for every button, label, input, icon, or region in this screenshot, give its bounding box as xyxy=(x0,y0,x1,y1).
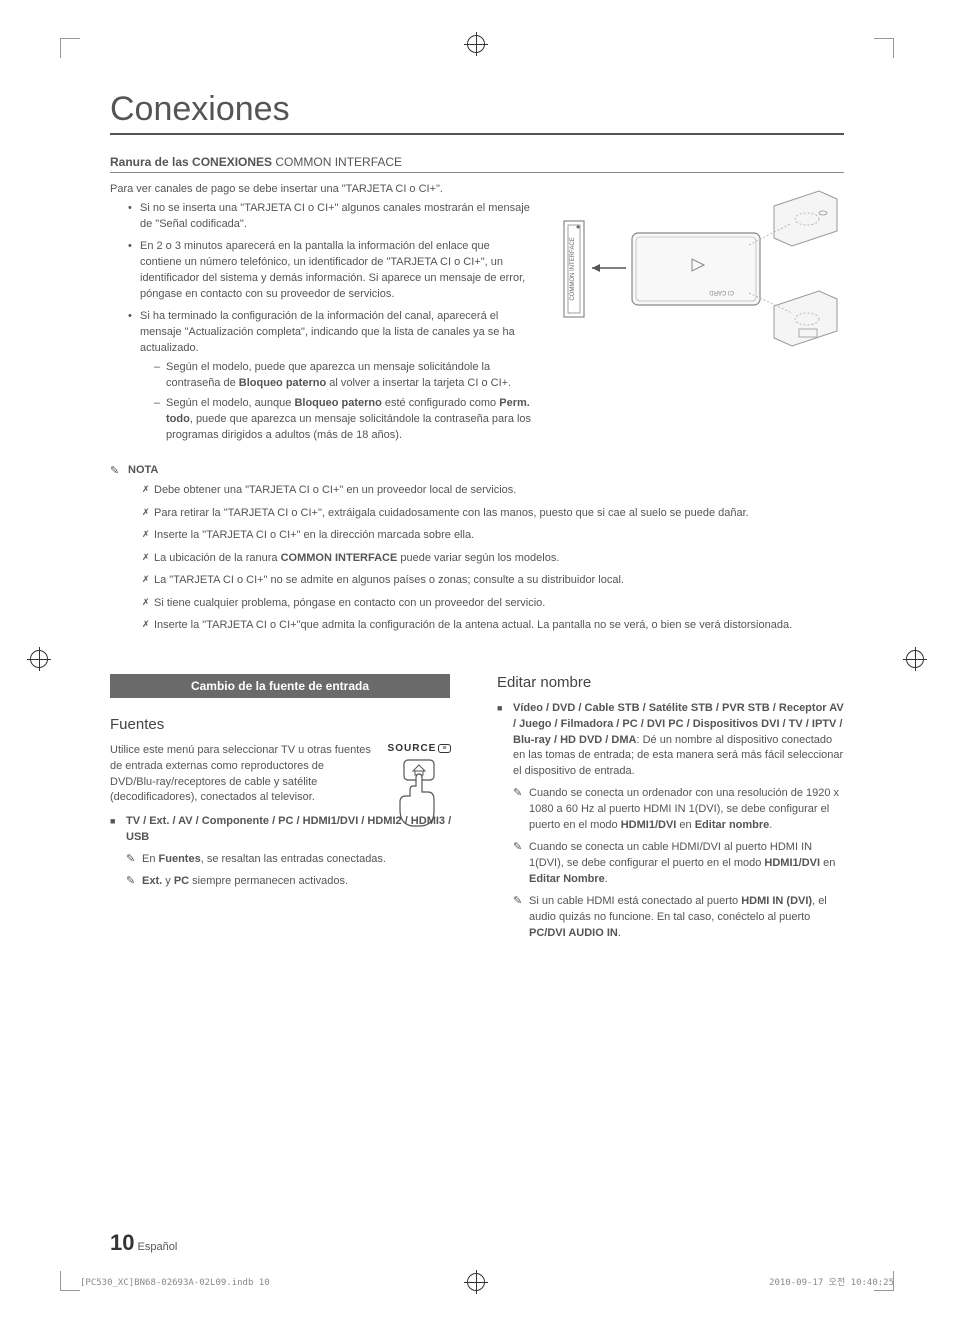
fuentes-heading: Fuentes xyxy=(110,716,457,733)
editar-note: Cuando se conecta un cable HDMI/DVI al p… xyxy=(497,840,844,888)
crop-mark-bl xyxy=(60,1271,80,1291)
bullet-item: Si ha terminado la configuración de la i… xyxy=(128,309,534,445)
nota-item: Inserte la "TARJETA CI o CI+" en la dire… xyxy=(142,527,844,544)
bullet-text: Si ha terminado la configuración de la i… xyxy=(140,310,515,354)
main-bullet-list: Si no se inserta una "TARJETA CI o CI+" … xyxy=(110,201,534,444)
dash-item: Según el modelo, aunque Bloqueo paterno … xyxy=(154,396,534,444)
nota-item: Para retirar la "TARJETA CI o CI+", extr… xyxy=(142,505,844,522)
page-content: Conexiones Ranura de las CONEXIONES COMM… xyxy=(0,0,954,998)
slot-label: COMMON INTERFACE xyxy=(570,237,576,300)
footer-timestamp: 2010-09-17 오전 10:40:25 xyxy=(769,1275,894,1288)
fuentes-body: Utilice este menú para seleccionar TV u … xyxy=(110,743,372,807)
fuentes-note: Ext. y PC siempre permanecen activados. xyxy=(110,874,457,890)
nota-heading: NOTA xyxy=(110,464,844,476)
registration-mark-bottom xyxy=(467,1273,485,1291)
fuentes-square-item: TV / Ext. / AV / Componente / PC / HDMI1… xyxy=(110,814,457,846)
ci-card-diagram: COMMON INTERFACE CI CARD xyxy=(554,183,844,353)
bullet-item: En 2 o 3 minutos aparecerá en la pantall… xyxy=(128,239,534,303)
tv-panel-top-icon xyxy=(774,191,837,246)
editar-note: Si un cable HDMI está conectado al puert… xyxy=(497,894,844,942)
editar-heading: Editar nombre xyxy=(497,674,844,691)
nota-item: Inserte la "TARJETA CI o CI+"que admita … xyxy=(142,617,844,634)
page-title: Conexiones xyxy=(110,90,844,135)
source-icon: ≡ xyxy=(438,744,451,753)
editar-square-item: Vídeo / DVD / Cable STB / Satélite STB /… xyxy=(497,701,844,781)
title-rest: COMMON INTERFACE xyxy=(272,155,402,169)
nota-item: La "TARJETA CI o CI+" no se admite en al… xyxy=(142,572,844,589)
nota-item: La ubicación de la ranura COMMON INTERFA… xyxy=(142,550,844,567)
nota-item: Si tiene cualquier problema, póngase en … xyxy=(142,595,844,612)
fuentes-note: En Fuentes, se resaltan las entradas con… xyxy=(110,852,457,868)
footer-filename: [PC530_XC]BN68-02693A-02L09.indb 10 xyxy=(80,1278,270,1288)
section-common-interface-title: Ranura de las CONEXIONES COMMON INTERFAC… xyxy=(110,155,844,173)
nota-list: Debe obtener una "TARJETA CI o CI+" en u… xyxy=(110,482,844,634)
bullet-item: Si no se inserta una "TARJETA CI o CI+" … xyxy=(128,201,534,233)
page-number: 10 Español xyxy=(110,1230,177,1256)
tv-panel-bottom-icon xyxy=(774,291,837,346)
card-label: CI CARD xyxy=(709,289,734,295)
source-label-text: SOURCE xyxy=(388,743,437,754)
editar-note: Cuando se conecta un ordenador con una r… xyxy=(497,786,844,834)
title-bold: Ranura de las CONEXIONES xyxy=(110,155,272,169)
nota-item: Debe obtener una "TARJETA CI o CI+" en u… xyxy=(142,482,844,499)
intro-text: Para ver canales de pago se debe inserta… xyxy=(110,183,534,195)
dash-list: Según el modelo, puede que aparezca un m… xyxy=(140,360,534,444)
dash-item: Según el modelo, puede que aparezca un m… xyxy=(154,360,534,392)
section-banner: Cambio de la fuente de entrada xyxy=(110,674,450,698)
